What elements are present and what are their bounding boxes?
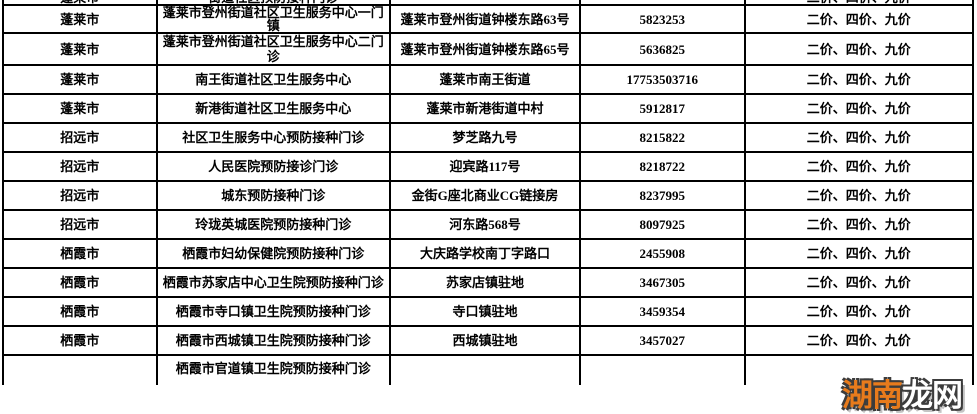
cell-city: 栖霞市	[2, 238, 158, 269]
cell-city: 蓬莱市	[2, 4, 158, 34]
cell-city: 招远市	[2, 122, 158, 153]
cell-vaccine-types: 二价、四价、九价	[743, 267, 975, 298]
table-row: 蓬莱市 蓬莱市登州街道社区卫生服务中心一门镇 蓬莱市登州街道钟楼东路63号 58…	[2, 4, 975, 34]
cell-vaccine-types: 二价、四价、九价	[743, 296, 975, 327]
cell-address: 西城镇驻地	[388, 325, 581, 356]
table-row: 栖霞市 栖霞市妇幼保健院预防接种门诊 大庆路学校南丁字路口 2455908 二价…	[2, 238, 975, 269]
cell-vaccine-types	[743, 354, 975, 385]
cell-vaccine-types: 二价、四价、九价	[743, 238, 975, 269]
cell-phone: 5912817	[578, 93, 746, 124]
table-row: 蓬莱市 南王街道社区卫生服务中心 蓬莱市南王街道 17753503716 二价、…	[2, 64, 975, 95]
table-row: 栖霞市 栖霞市西城镇卫生院预防接种门诊 西城镇驻地 3457027 二价、四价、…	[2, 325, 975, 356]
cell-vaccine-types: 二价、四价、九价	[743, 4, 975, 34]
cell-address	[388, 354, 581, 385]
cell-phone: 8237995	[578, 180, 746, 211]
cell-address: 河东路568号	[388, 209, 581, 240]
table-row: 招远市 城东预防接种门诊 金街G座北商业CG链接房 8237995 二价、四价、…	[2, 180, 975, 211]
cell-address: 迎宾路117号	[388, 151, 581, 182]
cell-address: 大庆路学校南丁字路口	[388, 238, 581, 269]
table-row: 栖霞市 栖霞市苏家店中心卫生院预防接种门诊 苏家店镇驻地 3467305 二价、…	[2, 267, 975, 298]
cell-city: 栖霞市	[2, 325, 158, 356]
cell-address: 蓬莱市南王街道	[388, 64, 581, 95]
cell-city: 招远市	[2, 209, 158, 240]
cell-city: 蓬莱市	[2, 64, 158, 95]
cell-clinic-name: 栖霞市苏家店中心卫生院预防接种门诊	[155, 267, 391, 298]
table-row-partial-top: 蓬莱市 街道社区预防接种门诊 二价、四价、九价	[2, 0, 975, 6]
cell-address: 蓬莱市新港街道中村	[388, 93, 581, 124]
table-row: 招远市 人民医院预防接诊门诊 迎宾路117号 8218722 二价、四价、九价	[2, 151, 975, 182]
cell-city	[2, 354, 158, 385]
cell-vaccine-types: 二价、四价、九价	[743, 151, 975, 182]
clinic-table: 蓬莱市 街道社区预防接种门诊 二价、四价、九价 蓬莱市 蓬莱市登州街道社区卫生服…	[2, 0, 975, 385]
cell-clinic-name: 新港街道社区卫生服务中心	[155, 93, 391, 124]
cell-phone: 3467305	[578, 267, 746, 298]
cell-city: 蓬莱市	[2, 32, 158, 66]
cell-address: 寺口镇驻地	[388, 296, 581, 327]
cell-phone: 2455908	[578, 238, 746, 269]
cell-clinic-name: 栖霞市西城镇卫生院预防接种门诊	[155, 325, 391, 356]
cell-vaccine-types: 二价、四价、九价	[743, 64, 975, 95]
cell-clinic-name: 人民医院预防接诊门诊	[155, 151, 391, 182]
cell-phone	[578, 354, 746, 385]
cell-phone: 3459354	[578, 296, 746, 327]
cell-address: 梦芝路九号	[388, 122, 581, 153]
cell-vaccine-types: 二价、四价、九价	[743, 325, 975, 356]
cell-clinic-name: 城东预防接种门诊	[155, 180, 391, 211]
cell-city: 栖霞市	[2, 296, 158, 327]
cell-city: 招远市	[2, 151, 158, 182]
cell-city: 栖霞市	[2, 267, 158, 298]
cell-clinic-name: 蓬莱市登州街道社区卫生服务中心二门诊	[155, 32, 391, 66]
cell-clinic-name: 社区卫生服务中心预防接种门诊	[155, 122, 391, 153]
cell-phone: 8215822	[578, 122, 746, 153]
watermark-text-part1: 湖南	[842, 378, 903, 413]
watermark-text-part2: 龙网	[902, 378, 963, 413]
cell-city: 招远市	[2, 180, 158, 211]
cell-clinic-name: 栖霞市妇幼保健院预防接种门诊	[155, 238, 391, 269]
cell-clinic-name: 栖霞市寺口镇卫生院预防接种门诊	[155, 296, 391, 327]
table-row: 招远市 社区卫生服务中心预防接种门诊 梦芝路九号 8215822 二价、四价、九…	[2, 122, 975, 153]
cell-phone: 8218722	[578, 151, 746, 182]
cell-clinic-name: 街道社区预防接种门诊	[155, 0, 391, 6]
cell-clinic-name: 蓬莱市登州街道社区卫生服务中心一门镇	[155, 4, 391, 34]
cell-address: 苏家店镇驻地	[388, 267, 581, 298]
table-row: 蓬莱市 新港街道社区卫生服务中心 蓬莱市新港街道中村 5912817 二价、四价…	[2, 93, 975, 124]
table-row: 招远市 玲珑英城医院预防接种门诊 河东路568号 8097925 二价、四价、九…	[2, 209, 975, 240]
cell-address: 蓬莱市登州街道钟楼东路63号	[388, 4, 581, 34]
cell-phone: 3457027	[578, 325, 746, 356]
cell-vaccine-types: 二价、四价、九价	[743, 32, 975, 66]
cell-phone: 8097925	[578, 209, 746, 240]
table-row: 蓬莱市 蓬莱市登州街道社区卫生服务中心二门诊 蓬莱市登州街道钟楼东路65号 56…	[2, 32, 975, 66]
cell-address: 蓬莱市登州街道钟楼东路65号	[388, 32, 581, 66]
cell-vaccine-types: 二价、四价、九价	[743, 180, 975, 211]
cell-clinic-name: 南王街道社区卫生服务中心	[155, 64, 391, 95]
hunanlong-watermark: 湖南龙网	[842, 370, 963, 414]
cell-vaccine-types: 二价、四价、九价	[743, 0, 975, 6]
cell-vaccine-types: 二价、四价、九价	[743, 122, 975, 153]
cell-city: 蓬莱市	[2, 93, 158, 124]
cell-vaccine-types: 二价、四价、九价	[743, 209, 975, 240]
cell-clinic-name: 栖霞市官道镇卫生院预防接种门诊	[155, 354, 391, 385]
table-row-partial-bottom: 栖霞市官道镇卫生院预防接种门诊	[2, 354, 975, 385]
cell-city: 蓬莱市	[2, 0, 158, 6]
table-row: 栖霞市 栖霞市寺口镇卫生院预防接种门诊 寺口镇驻地 3459354 二价、四价、…	[2, 296, 975, 327]
cell-phone: 5636825	[578, 32, 746, 66]
cell-vaccine-types: 二价、四价、九价	[743, 93, 975, 124]
cell-phone	[578, 0, 746, 6]
cell-clinic-name: 玲珑英城医院预防接种门诊	[155, 209, 391, 240]
cell-address: 金街G座北商业CG链接房	[388, 180, 581, 211]
cell-phone: 5823253	[578, 4, 746, 34]
cell-phone: 17753503716	[578, 64, 746, 95]
cell-address	[388, 0, 581, 6]
